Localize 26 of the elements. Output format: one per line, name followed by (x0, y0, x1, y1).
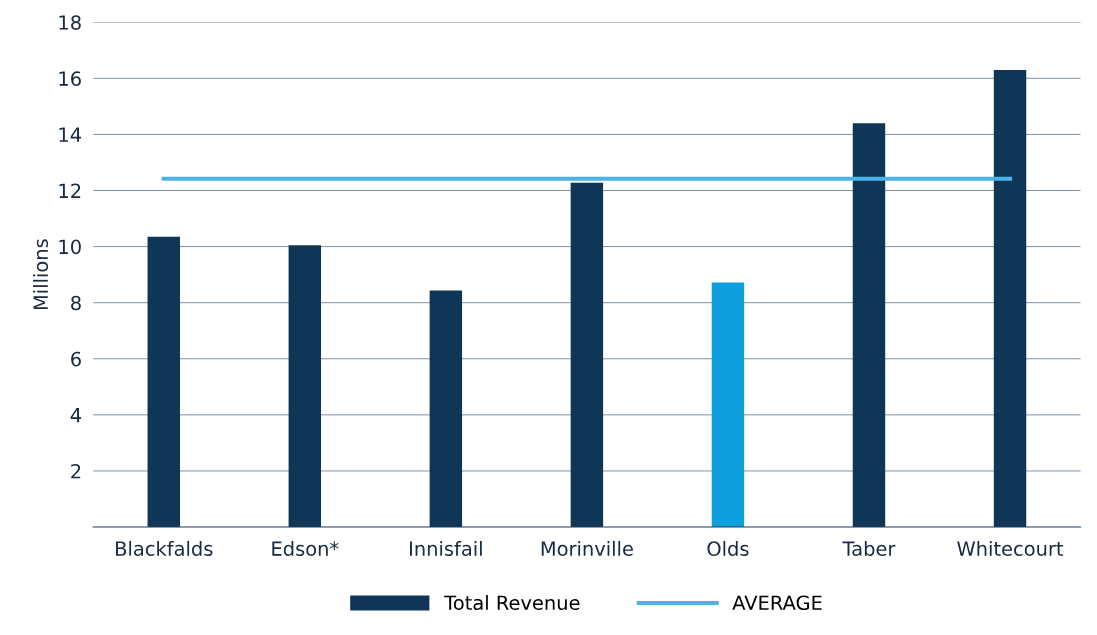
x-tick-label: Taber (842, 540, 896, 556)
bar (993, 69, 1027, 528)
y-tick-label: 2 (71, 463, 81, 479)
y-tick-label: 16 (59, 71, 81, 86)
x-tick-label: Edson* (272, 540, 339, 556)
y-tick-label: 18 (59, 15, 81, 30)
y-tick-label: 12 (59, 183, 81, 198)
bar (288, 245, 322, 528)
y-tick-label: 10 (59, 239, 81, 255)
bar (429, 290, 463, 528)
y-tick-label: 6 (71, 351, 81, 367)
legend-label: Total Revenue (444, 595, 580, 611)
legend-label: AVERAGE (732, 595, 822, 611)
x-tick-label: Blackfalds (116, 540, 213, 556)
bar (570, 182, 604, 528)
y-axis-title: Millions (33, 239, 49, 310)
x-tick-label: Olds (707, 540, 749, 556)
x-tick-label: Whitecourt (957, 540, 1064, 556)
y-tick-label: 8 (71, 295, 81, 311)
y-tick-label: 14 (59, 127, 82, 142)
bar (852, 123, 886, 528)
bar (711, 282, 745, 528)
x-tick-label: Innisfail (410, 540, 482, 556)
bar (147, 236, 180, 528)
x-tick-label: Morinville (541, 540, 633, 556)
y-tick-label: 4 (70, 408, 82, 423)
